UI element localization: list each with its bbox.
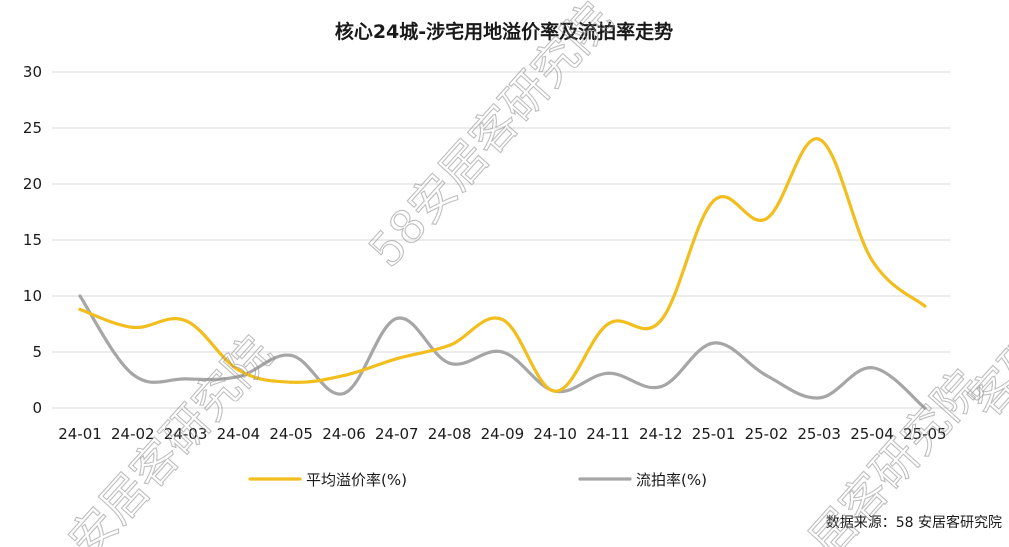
y-tick-label: 15 [23, 231, 42, 249]
y-tick-label: 25 [23, 119, 42, 137]
x-tick-label: 25-03 [797, 425, 841, 443]
data-point [659, 385, 663, 389]
legend-label: 流拍率(%) [636, 471, 707, 489]
y-tick-label: 10 [23, 287, 42, 305]
x-tick-label: 25-02 [745, 425, 789, 443]
x-tick-label: 24-09 [481, 425, 525, 443]
data-point [184, 377, 188, 381]
data-point [606, 371, 610, 375]
data-point [78, 307, 82, 312]
data-point [448, 343, 452, 347]
x-tick-label: 24-10 [533, 425, 577, 443]
x-tick-label: 25-05 [903, 425, 947, 443]
data-point [395, 357, 399, 361]
y-tick-label: 5 [32, 343, 42, 361]
data-point [131, 325, 135, 329]
x-tick-label: 25-01 [692, 425, 736, 443]
y-tick-label: 0 [32, 399, 42, 417]
data-point [448, 361, 452, 365]
data-point [764, 217, 769, 221]
x-axis: 24-01 24-02 24-03 24-04 24-05 24-06 24-07 24-08… [58, 425, 946, 443]
data-point [184, 319, 188, 323]
x-tick-label: 24-08 [428, 425, 472, 443]
data-point [606, 322, 610, 326]
chart-title: 核心24城-涉宅用地溢价率及流拍率走势 [335, 20, 673, 43]
data-point [817, 137, 821, 141]
data-point [78, 294, 82, 298]
x-tick-label: 24-03 [164, 425, 208, 443]
legend-label: 平均溢价率(%) [306, 471, 407, 489]
data-point [236, 375, 240, 379]
data-point [659, 319, 663, 323]
y-axis: 0 5 10 15 20 25 30 [23, 63, 42, 417]
data-point [289, 380, 293, 384]
series-group [78, 137, 927, 410]
data-point [500, 317, 504, 322]
y-tick-label: 30 [23, 63, 42, 81]
x-tick-label: 24-12 [639, 425, 683, 443]
data-point [712, 341, 716, 345]
data-point [817, 396, 821, 400]
x-tick-label: 24-11 [586, 425, 630, 443]
x-tick-label: 24-02 [111, 425, 155, 443]
x-tick-label: 24-07 [375, 425, 419, 443]
series-line-2 [78, 294, 927, 410]
data-point [342, 391, 346, 396]
data-point [342, 373, 346, 378]
data-point [923, 304, 927, 308]
data-point [764, 373, 769, 378]
x-tick-label: 24-05 [269, 425, 313, 443]
data-point [712, 199, 716, 203]
legend: 平均溢价率(%) 流拍率(%) [248, 471, 707, 489]
x-tick-label: 25-04 [850, 425, 894, 443]
data-point [500, 350, 504, 354]
x-tick-label: 24-01 [58, 425, 102, 443]
grid [52, 71, 950, 409]
data-point [870, 366, 874, 370]
data-point [395, 316, 399, 320]
y-tick-label: 20 [23, 175, 42, 193]
x-tick-label: 24-04 [217, 425, 261, 443]
x-tick-label: 24-06 [322, 425, 366, 443]
source-note: 数据来源：58 安居客研究院 [826, 514, 1002, 531]
data-point [236, 368, 240, 372]
data-point [870, 258, 874, 262]
data-point [553, 389, 557, 393]
data-point [923, 406, 927, 410]
data-point [131, 372, 135, 376]
data-point [289, 353, 293, 357]
